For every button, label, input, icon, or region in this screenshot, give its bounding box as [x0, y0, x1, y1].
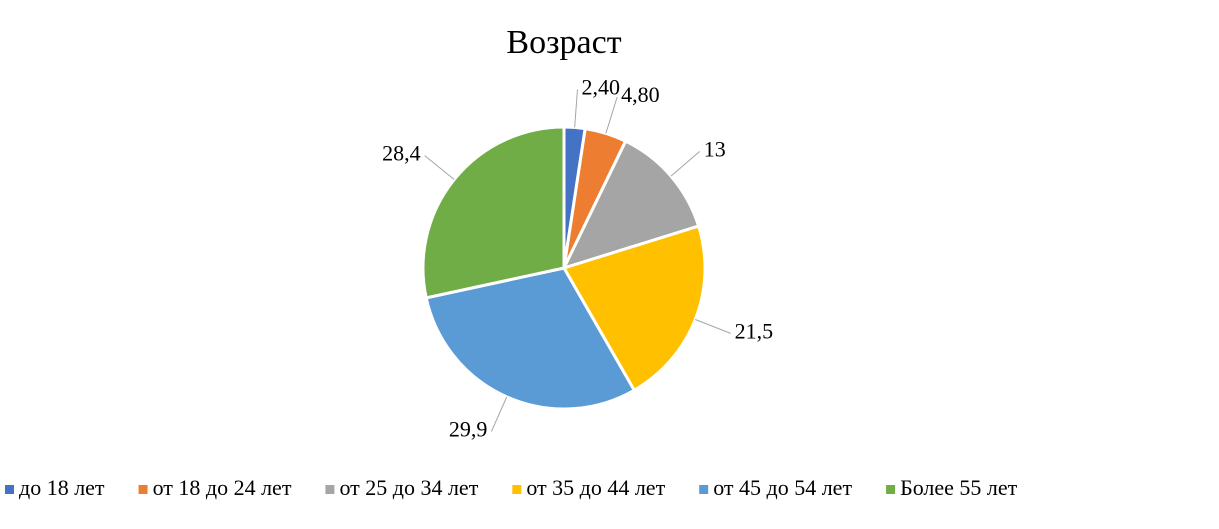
legend-swatch — [699, 485, 709, 494]
pie-slice — [421, 125, 566, 300]
legend-swatch — [138, 485, 148, 494]
leader-line — [574, 89, 578, 128]
legend-swatch — [886, 485, 896, 494]
leader-line — [605, 96, 618, 134]
legend-label: от 18 до 24 лет — [153, 475, 292, 500]
leader-line — [695, 319, 731, 334]
legend-swatch — [512, 485, 522, 494]
data-label: 29,9 — [449, 417, 488, 442]
legend-label: Более 55 лет — [900, 475, 1018, 500]
data-label: 21,5 — [735, 318, 774, 343]
data-label: 28,4 — [382, 141, 421, 166]
data-label: 4,80 — [621, 82, 660, 107]
legend-swatch — [325, 485, 335, 494]
data-label: 2,40 — [581, 75, 620, 100]
data-label: 13 — [704, 136, 726, 161]
legend-label: от 45 до 54 лет — [713, 475, 852, 500]
legend-label: от 35 до 44 лет — [526, 475, 665, 500]
pie-slice — [424, 266, 637, 411]
leader-line — [424, 155, 455, 180]
legend-label: до 18 лет — [19, 475, 105, 500]
leader-line — [670, 150, 701, 177]
legend-swatch — [5, 485, 14, 494]
chart-title: Возраст — [506, 24, 621, 61]
legend-label: от 25 до 34 лет — [339, 475, 478, 500]
leader-line — [490, 396, 508, 432]
